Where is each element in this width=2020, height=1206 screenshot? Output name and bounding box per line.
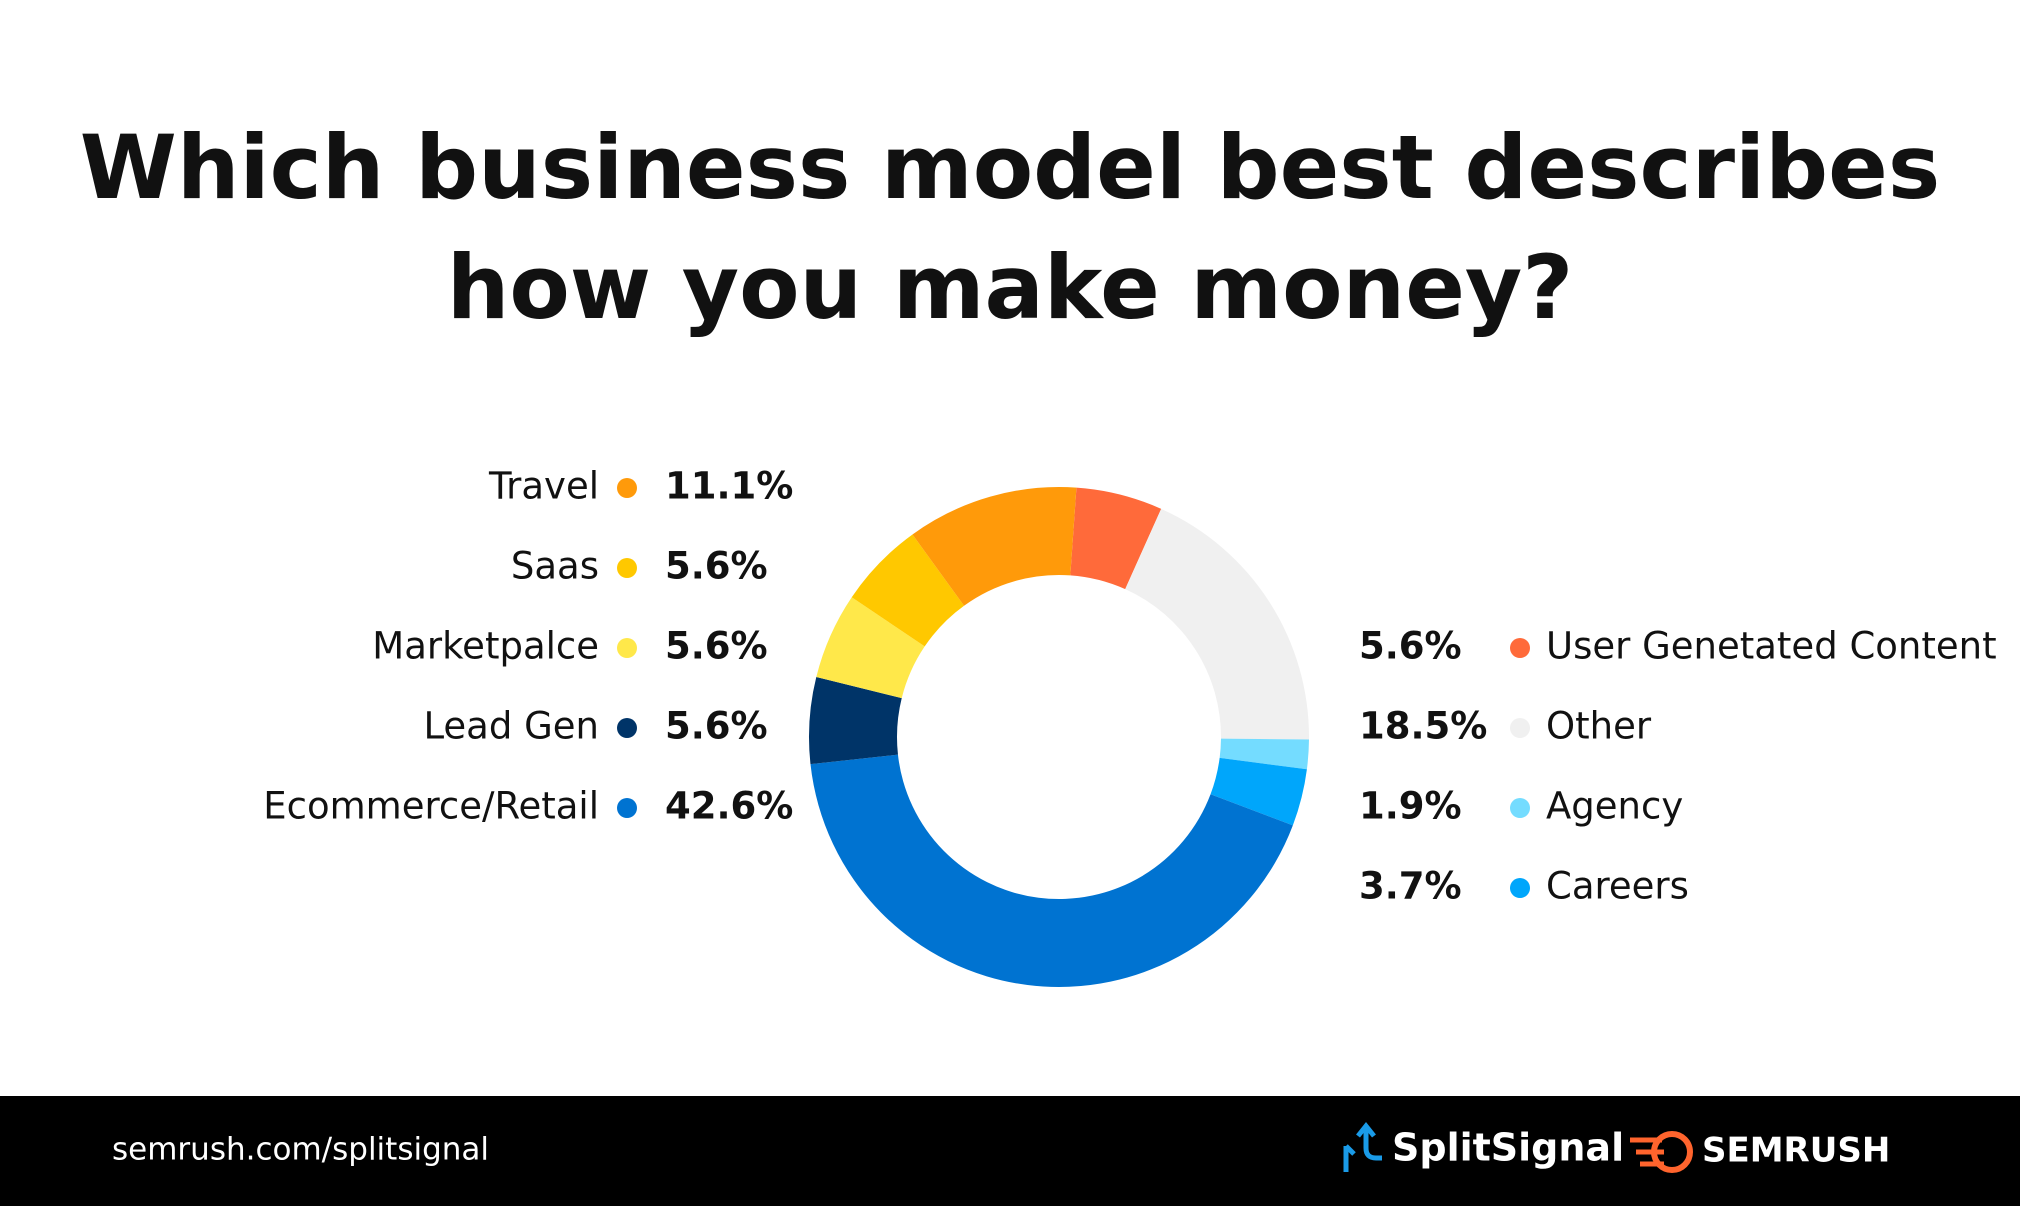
donut-slice xyxy=(1210,757,1307,826)
legend-dot xyxy=(1510,878,1530,898)
legend-label: User Genetated Content xyxy=(1546,625,1997,668)
legend-label: Travel xyxy=(488,465,599,508)
legend-dot xyxy=(617,798,637,818)
value-label: 5.6% xyxy=(665,625,768,668)
value-label: 5.6% xyxy=(665,545,768,588)
donut-slice xyxy=(1125,508,1310,740)
brand-semrush: SEMRUSH xyxy=(1702,1131,1890,1171)
donut-slice xyxy=(816,597,925,699)
logo-lines xyxy=(1630,1137,1664,1167)
donut-slice xyxy=(1070,487,1162,590)
brand-splitsignal: SplitSignal xyxy=(1392,1126,1624,1170)
donut-slice xyxy=(810,754,1293,987)
value-label: 11.1% xyxy=(665,465,793,508)
donut-slice xyxy=(809,677,902,765)
value-label: 3.7% xyxy=(1359,865,1462,908)
legend-dot xyxy=(617,718,637,738)
value-label: 18.5% xyxy=(1359,705,1487,748)
value-label: 5.6% xyxy=(1359,625,1462,668)
donut-slice xyxy=(912,487,1077,606)
legend-dot xyxy=(1510,798,1530,818)
legend-label: Agency xyxy=(1546,785,1683,828)
legend-label: Marketpalce xyxy=(372,625,599,668)
footer-url: semrush.com/splitsignal xyxy=(112,1132,489,1168)
legend-label: Other xyxy=(1546,705,1652,748)
chart-title: Which business model best describes xyxy=(80,116,1940,219)
semrush-logo xyxy=(1630,1131,1693,1173)
donut-slice xyxy=(1219,738,1309,770)
footer-bar xyxy=(0,1096,2020,1206)
legend-label: Lead Gen xyxy=(423,705,599,748)
value-label: 1.9% xyxy=(1359,785,1462,828)
legend-dot xyxy=(617,478,637,498)
donut-slice xyxy=(851,534,965,647)
value-label: 42.6% xyxy=(665,785,793,828)
value-label: 5.6% xyxy=(665,705,768,748)
legend-label: Careers xyxy=(1546,865,1689,908)
legend-dot xyxy=(1510,718,1530,738)
legend-label: Saas xyxy=(511,545,599,588)
chart-title: how you make money? xyxy=(447,236,1574,339)
splitsignal-logo xyxy=(1343,1121,1382,1172)
legend-dot xyxy=(1510,638,1530,658)
legend-dot xyxy=(617,558,637,578)
legend-dot xyxy=(617,638,637,658)
legend-label: Ecommerce/Retail xyxy=(263,785,599,828)
